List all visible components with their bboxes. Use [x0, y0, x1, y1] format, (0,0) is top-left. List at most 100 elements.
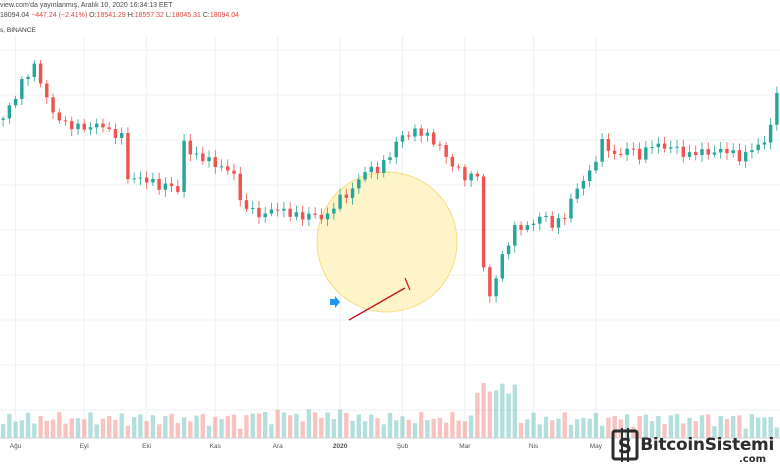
volume-bar [244, 415, 249, 438]
candle-body [569, 198, 573, 219]
volume-bar [138, 414, 143, 438]
volume-bar [306, 409, 312, 438]
volume-bar [543, 416, 549, 438]
candle-body [45, 83, 49, 98]
volume-bar [437, 417, 443, 438]
volume-bar [443, 422, 449, 438]
volume-bar [599, 425, 605, 438]
close-value: 18094.04 [209, 12, 240, 19]
candle-body [332, 208, 336, 214]
x-tick-label: May [590, 443, 603, 450]
volume-bar [231, 414, 237, 438]
candle-body [101, 123, 105, 128]
candle-body [363, 172, 367, 180]
candle-body [525, 225, 529, 230]
volume-bar [0, 424, 6, 438]
volume-bar [431, 418, 436, 438]
candle-body [51, 97, 55, 113]
volume-bar [699, 415, 705, 438]
candle-body [357, 179, 361, 189]
volume-bar [250, 413, 255, 438]
volume-bar [200, 413, 205, 438]
open-value: 18541.29 [96, 12, 126, 19]
volume-bar [493, 390, 499, 438]
volume-bar [743, 428, 748, 438]
volume-bar [506, 393, 511, 438]
volume-bar [169, 413, 174, 438]
candle-body [57, 112, 61, 121]
volume-bar [163, 416, 168, 438]
candle-body [438, 144, 442, 146]
volume-bar [618, 419, 624, 438]
volume-bar [107, 416, 112, 438]
watermark-domain: .com [738, 454, 766, 465]
candle-body [126, 133, 130, 180]
volume-bar [575, 419, 580, 438]
open-label: O: [89, 12, 97, 19]
candle-body [687, 152, 692, 157]
volume-bar [269, 424, 274, 438]
volume-bar [462, 421, 468, 438]
candle-body [637, 148, 642, 160]
x-tick-label: Kas [210, 443, 222, 450]
last-price: 18094.04 [0, 12, 30, 19]
trend-arrow-tick [404, 277, 411, 291]
candle-body [425, 132, 430, 136]
volume-bar [643, 414, 649, 438]
volume-bar [57, 412, 62, 438]
x-tick-label: Ara [273, 443, 284, 450]
candle-body [213, 157, 217, 167]
highlight-circle [316, 171, 458, 313]
candle-body [644, 147, 648, 160]
candle-body [737, 150, 742, 162]
candle-body [70, 121, 74, 130]
bitcoin-logo-icon: S [611, 428, 639, 462]
trend-arrow-line [348, 287, 406, 321]
site-watermark: S BitcoinSistemi .com [610, 428, 774, 465]
candle-body [544, 215, 548, 217]
candle-body [656, 143, 661, 148]
volume-bar [649, 421, 655, 438]
volume-bar [693, 421, 698, 438]
volume-bar [593, 412, 599, 438]
candle-body [257, 207, 261, 218]
volume-bar [400, 416, 405, 438]
candle-body [488, 267, 492, 297]
volume-bar [774, 427, 780, 438]
candle-body [587, 170, 592, 181]
high-value: 18557.32 [134, 12, 164, 19]
candle-body [394, 141, 398, 158]
candle-body [444, 145, 448, 157]
candle-body [269, 209, 274, 214]
candle-body [88, 127, 93, 130]
candle-body [719, 148, 723, 153]
volume-bar [325, 412, 330, 438]
volume-bar [587, 418, 592, 438]
candle-body [138, 177, 143, 179]
volume-bar [300, 421, 305, 438]
publish-info: view.com'da yayınlanmış, Aralık 10, 2020… [0, 2, 173, 9]
volume-bar [712, 426, 717, 438]
candle-body [463, 167, 467, 181]
candle-body [169, 183, 174, 187]
candle-body [163, 183, 168, 190]
candle-body [669, 147, 673, 149]
candle-body [207, 157, 211, 162]
svg-text:S: S [618, 434, 632, 458]
candle-body [743, 152, 748, 162]
volume-bar [662, 423, 667, 438]
candle-body [594, 161, 598, 171]
volume-bar [624, 414, 630, 438]
candle-body [251, 207, 255, 209]
candle-body [151, 178, 155, 183]
candle-body [1, 118, 5, 120]
volume-bar [668, 415, 673, 438]
candle-body [144, 177, 149, 183]
volume-bar [113, 419, 118, 438]
candle-body [625, 148, 629, 155]
candle-body [369, 166, 373, 173]
volume-bar [312, 412, 318, 438]
candle-body [775, 93, 779, 125]
volume-bar [119, 413, 124, 438]
